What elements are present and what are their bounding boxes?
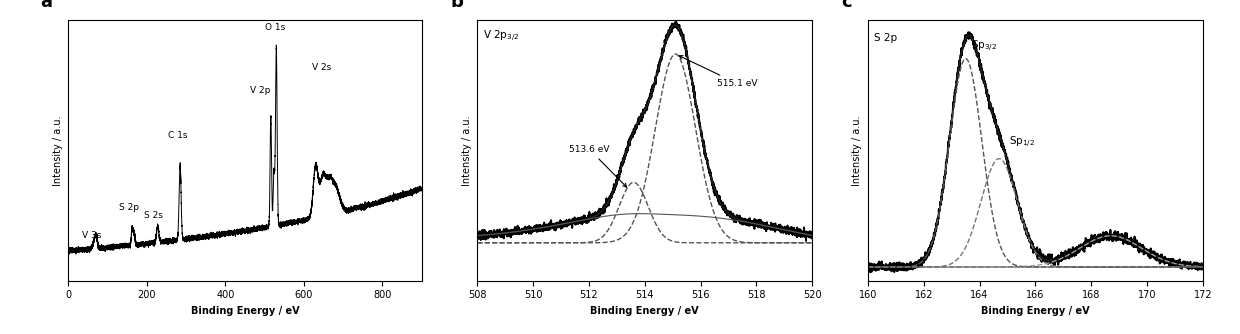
Text: S 2p: S 2p bbox=[119, 203, 139, 212]
Text: 515.1 eV: 515.1 eV bbox=[680, 56, 758, 88]
Text: c: c bbox=[841, 0, 852, 11]
Text: C 1s: C 1s bbox=[167, 131, 187, 140]
Text: S 2s: S 2s bbox=[144, 211, 164, 220]
Text: 513.6 eV: 513.6 eV bbox=[569, 145, 626, 187]
Text: V 2p: V 2p bbox=[250, 86, 270, 95]
Text: O 1s: O 1s bbox=[265, 23, 285, 32]
Text: b: b bbox=[450, 0, 464, 11]
Y-axis label: Intensity / a.u.: Intensity / a.u. bbox=[852, 115, 863, 186]
Text: V 2p$_{3/2}$: V 2p$_{3/2}$ bbox=[482, 29, 520, 44]
Text: a: a bbox=[40, 0, 52, 11]
Y-axis label: Intensity / a.u.: Intensity / a.u. bbox=[52, 115, 63, 186]
Text: V 3s: V 3s bbox=[82, 231, 102, 240]
Text: S 2p: S 2p bbox=[873, 33, 897, 43]
Text: Sp$_{1/2}$: Sp$_{1/2}$ bbox=[1009, 135, 1035, 150]
Text: Sp$_{3/2}$: Sp$_{3/2}$ bbox=[971, 39, 997, 54]
X-axis label: Binding Energy / eV: Binding Energy / eV bbox=[590, 306, 699, 316]
X-axis label: Binding Energy / eV: Binding Energy / eV bbox=[981, 306, 1090, 316]
Text: V 2s: V 2s bbox=[311, 63, 331, 72]
X-axis label: Binding Energy / eV: Binding Energy / eV bbox=[191, 306, 299, 316]
Y-axis label: Intensity / a.u.: Intensity / a.u. bbox=[461, 115, 472, 186]
